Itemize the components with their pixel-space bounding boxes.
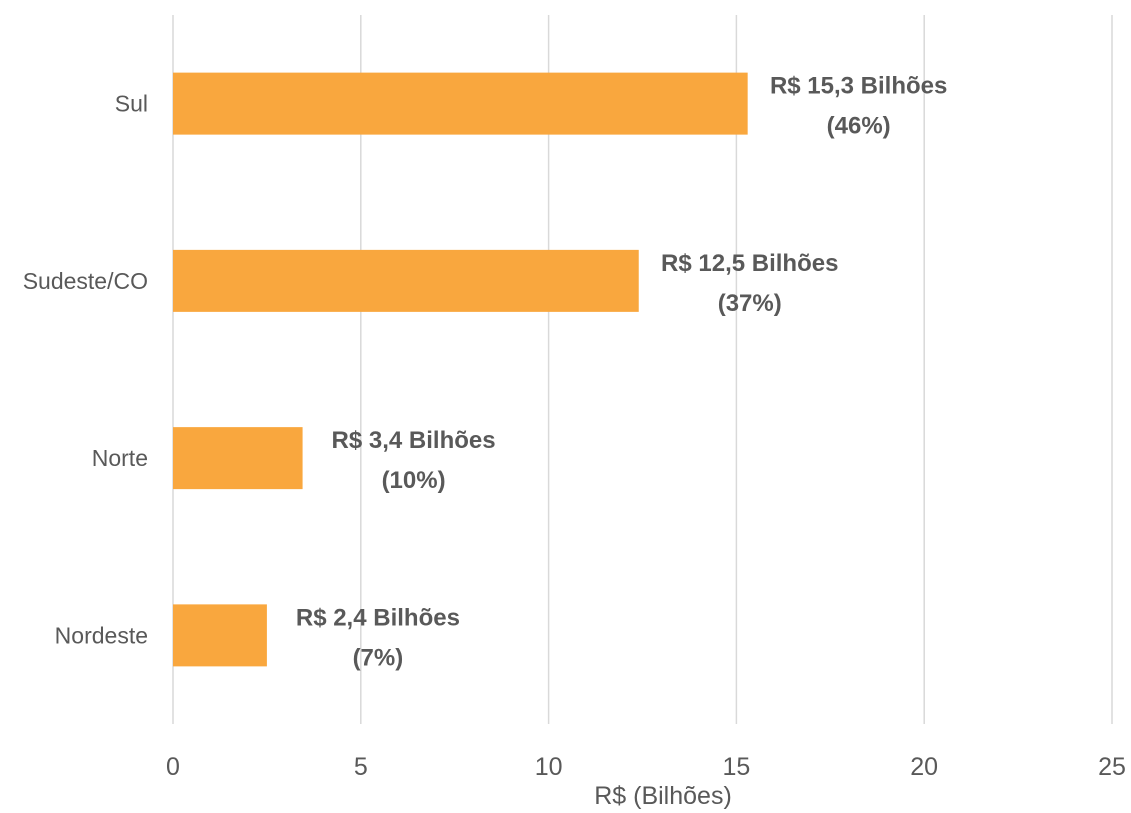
x-tick-label: 15 [722,753,750,781]
bar [173,72,748,135]
data-label-percent: (10%) [382,467,446,494]
bars [173,72,748,667]
x-tick-label: 5 [354,753,368,781]
category-labels: Sul Sudeste/CO Norte Nordeste [23,91,148,649]
category-label: Nordeste [55,622,148,648]
data-labels: R$ 15,3 Bilhões (46%) R$ 12,5 Bilhões (37%)… [296,73,948,672]
data-label-value: R$ 3,4 Bilhões [332,427,496,454]
x-tick-label: 25 [1098,753,1126,781]
x-tick-label: 10 [535,753,563,781]
category-label: Norte [92,445,148,471]
category-label: Sul [115,91,148,117]
x-tick-label: 0 [166,753,180,781]
x-tick-labels: 0 5 10 15 20 25 [166,753,1126,781]
category-label: Sudeste/CO [23,268,148,294]
data-label-value: R$ 15,3 Bilhões [770,73,947,100]
bar [173,427,303,490]
x-axis-title: R$ (Bilhões) [594,782,732,810]
data-label-value: R$ 12,5 Bilhões [661,250,838,277]
bar [173,604,267,667]
x-tick-label: 20 [910,753,938,781]
data-label-percent: (37%) [718,290,782,317]
data-label-percent: (46%) [827,113,891,140]
data-label-value: R$ 2,4 Bilhões [296,604,460,631]
bar [173,249,639,312]
data-label-percent: (7%) [353,644,404,671]
